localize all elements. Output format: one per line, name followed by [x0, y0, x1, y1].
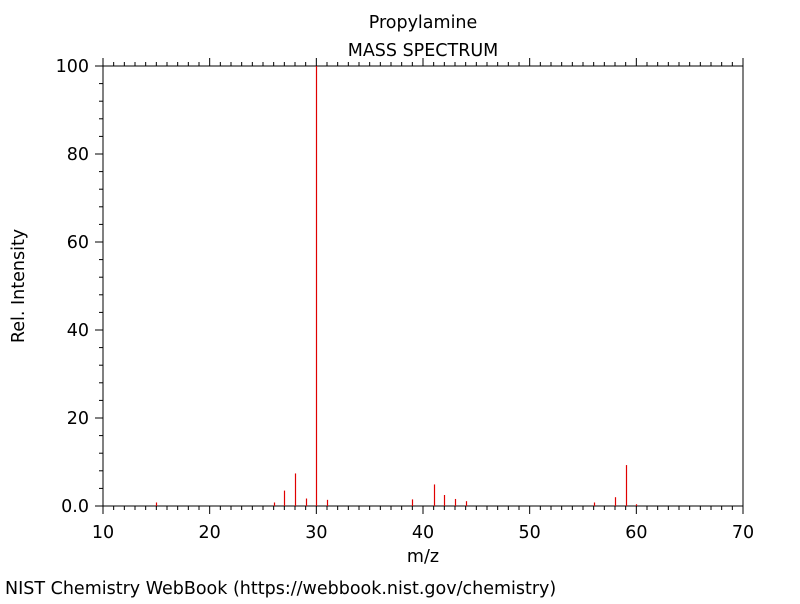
x-tick-label: 70 [732, 523, 754, 543]
x-tick-label: 10 [92, 523, 114, 543]
y-tick-label: 100 [56, 57, 89, 77]
y-tick-label: 0.0 [61, 497, 89, 517]
x-tick-label: 40 [412, 523, 434, 543]
y-tick-label: 60 [67, 233, 89, 253]
x-tick-label: 50 [519, 523, 541, 543]
y-axis: 0.0 20 40 60 80 100 [56, 57, 103, 517]
plot-frame [102, 65, 744, 507]
x-tick-label: 30 [305, 523, 327, 543]
y-tick-label: 40 [67, 321, 89, 341]
chart-title: Propylamine [369, 13, 478, 33]
y-axis-label: Rel. Intensity [9, 229, 29, 343]
spectrum-peaks [155, 66, 638, 506]
y-tick-label: 20 [67, 409, 89, 429]
x-axis: 10 20 30 40 50 60 70 [92, 58, 754, 543]
y-tick-label: 80 [67, 145, 89, 165]
x-tick-label: 20 [199, 523, 221, 543]
x-axis-label: m/z [407, 547, 439, 567]
x-tick-label: 60 [625, 523, 647, 543]
chart-subtitle: MASS SPECTRUM [348, 41, 499, 61]
footer-credit: NIST Chemistry WebBook (https://webbook.… [5, 579, 556, 599]
